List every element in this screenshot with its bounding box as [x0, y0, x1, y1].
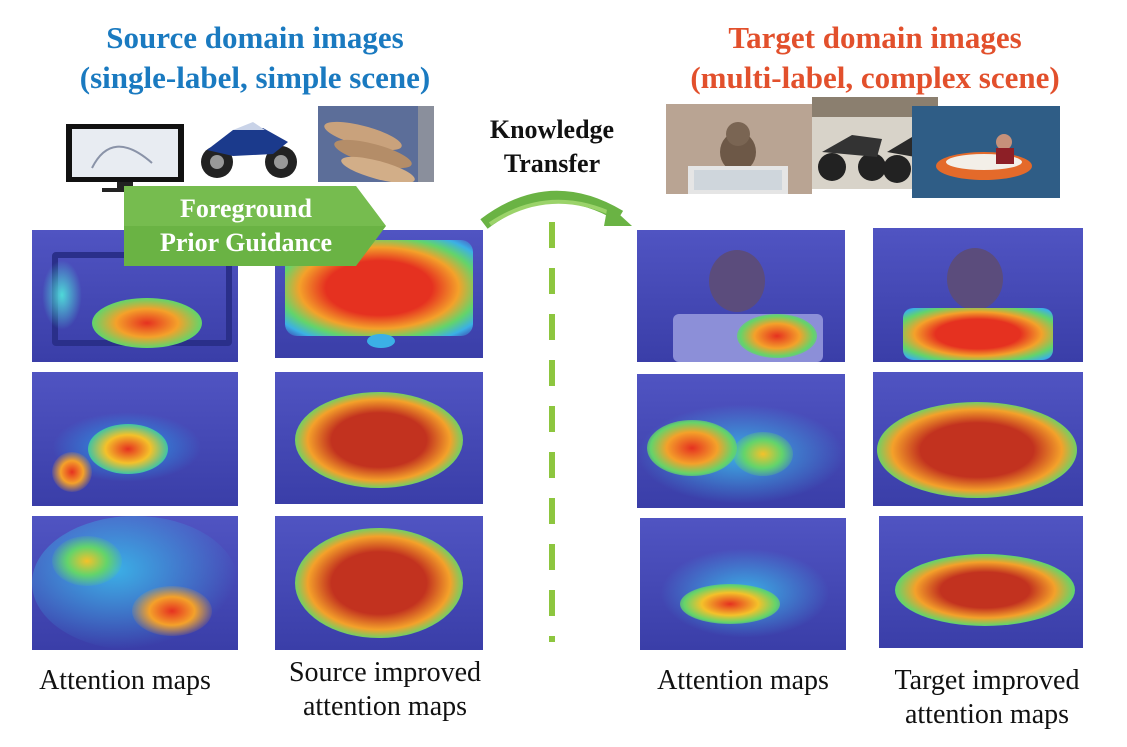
- source-domain-title: Source domain images (single-label, simp…: [20, 18, 490, 98]
- foreground-prior-guidance-banner: Foreground Prior Guidance: [124, 186, 386, 266]
- target-attention-caption: Attention maps: [657, 665, 829, 696]
- banner-line2: Prior Guidance: [159, 228, 333, 257]
- target-improved-map-cat: [873, 228, 1083, 362]
- source-improved-caption: Source improved attention maps: [255, 656, 515, 724]
- banner-line1: Foreground: [180, 194, 312, 223]
- knowledge-transfer-label: Knowledge Transfer: [462, 113, 642, 181]
- source-motorbike-image: [193, 112, 305, 182]
- target-improved-caption-line1: Target improved: [894, 665, 1080, 696]
- source-title-line2: (single-label, simple scene): [79, 60, 431, 95]
- target-improved-map-boat: [879, 516, 1083, 648]
- source-improved-map-motorbike: [275, 372, 483, 504]
- source-title-line1: Source domain images: [106, 20, 404, 55]
- domain-divider: [549, 222, 555, 642]
- source-attention-caption: Attention maps: [39, 665, 211, 696]
- source-improved-caption-line1: Source improved: [288, 657, 482, 688]
- source-monitor-image: [62, 118, 190, 194]
- source-improved-caption-line2: attention maps: [302, 691, 468, 722]
- target-attention-map-cat: [637, 230, 845, 362]
- target-title-line2: (multi-label, complex scene): [690, 60, 1060, 95]
- target-cat-image: [666, 104, 812, 194]
- target-improved-caption: Target improved attention maps: [862, 664, 1112, 732]
- source-improved-map-boats: [275, 516, 483, 650]
- target-domain-title: Target domain images (multi-label, compl…: [630, 18, 1120, 98]
- target-improved-map-motorbikes: [873, 372, 1083, 506]
- knowledge-transfer-line1: Knowledge: [489, 115, 615, 144]
- knowledge-transfer-line2: Transfer: [503, 149, 601, 178]
- target-attention-map-motorbikes: [637, 374, 845, 508]
- target-attention-map-boat: [640, 518, 846, 650]
- source-attention-map-boats: [32, 516, 238, 650]
- target-improved-caption-line2: attention maps: [904, 699, 1070, 730]
- target-title-line1: Target domain images: [728, 20, 1022, 55]
- source-attention-map-motorbike: [32, 372, 238, 506]
- source-boats-image: [318, 106, 434, 182]
- knowledge-transfer-arrow: [480, 190, 632, 229]
- target-boat-image: [912, 106, 1060, 198]
